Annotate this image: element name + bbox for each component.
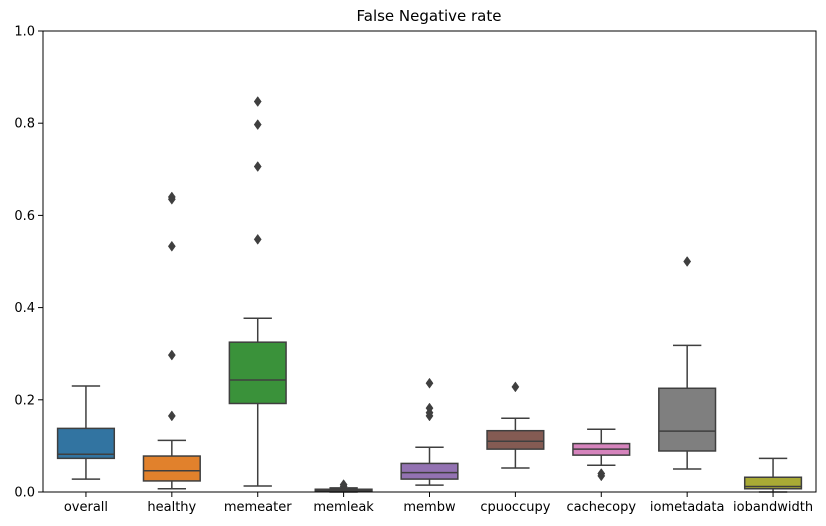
box-iqr (486, 429, 545, 450)
outlier-point (167, 191, 176, 203)
box-iqr (743, 476, 803, 490)
box-iqr (400, 462, 459, 480)
x-tick-label: iometadata (650, 500, 725, 515)
outlier-point (253, 161, 262, 172)
outlier-point (253, 96, 262, 107)
box-iqr (142, 455, 201, 482)
x-tick-label: cachecopy (567, 500, 637, 515)
box-healthy (142, 191, 201, 490)
y-tick-label: 0.2 (14, 393, 35, 408)
x-tick-label: overall (64, 500, 108, 515)
outlier-point (597, 468, 606, 479)
box-iqr (56, 427, 116, 460)
outlier-point (167, 410, 176, 422)
outlier-point (339, 479, 348, 491)
box-iqr (228, 341, 287, 405)
chart-title: False Negative rate (357, 7, 502, 25)
box-cpuoccupy (486, 381, 545, 469)
x-tick-label: cpuoccupy (480, 500, 550, 515)
outlier-point (253, 119, 262, 131)
plot-frame (42, 30, 817, 493)
box-cachecopy (572, 428, 631, 482)
y-tick-label: 0.6 (14, 209, 35, 224)
outlier-point (253, 233, 262, 245)
y-tick-label: 0.0 (14, 486, 35, 501)
outlier-point (511, 381, 520, 393)
x-tick-label: healthy (147, 500, 196, 515)
x-tick-label: memeater (224, 500, 292, 515)
box-iqr (658, 387, 717, 452)
y-tick-label: 0.8 (14, 117, 35, 132)
outlier-point (167, 349, 176, 361)
x-tick-label: iobandwidth (733, 500, 813, 515)
plot-area: 0.0 0.2 0.4 0.6 0.8 1.0 overall healthy memeater… (14, 25, 813, 516)
x-tick-label: membw (403, 500, 456, 515)
outlier-point (167, 240, 176, 252)
box-iobandwidth (743, 457, 803, 493)
box-overall (56, 385, 116, 480)
y-tick-label: 0.4 (14, 301, 35, 316)
box-memeater (228, 96, 287, 487)
y-tick-label: 1.0 (14, 25, 35, 40)
outlier-point (683, 256, 692, 267)
x-tick-label: memleak (313, 500, 374, 515)
outlier-point (425, 402, 434, 414)
box-iometadata (658, 256, 717, 470)
outlier-point (425, 377, 434, 389)
box-membw (400, 377, 459, 486)
box-memleak (314, 479, 373, 493)
